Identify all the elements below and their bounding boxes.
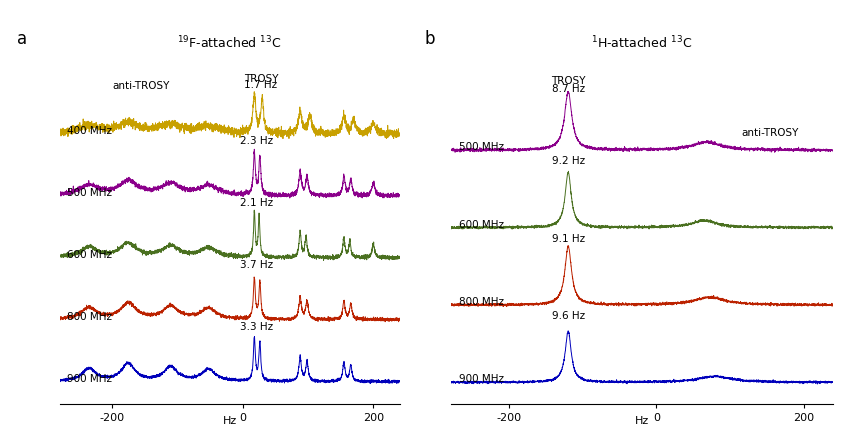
Text: 500 MHz: 500 MHz <box>67 188 112 198</box>
Text: 9.2 Hz: 9.2 Hz <box>552 157 585 166</box>
Text: 1.7 Hz: 1.7 Hz <box>244 80 277 90</box>
Text: 2.1 Hz: 2.1 Hz <box>241 198 274 208</box>
Text: a: a <box>17 30 27 48</box>
Text: 500 MHz: 500 MHz <box>459 142 504 152</box>
Text: Hz: Hz <box>223 416 236 426</box>
Text: anti-TROSY: anti-TROSY <box>112 81 170 91</box>
Text: Hz: Hz <box>635 416 649 426</box>
Text: 800 MHz: 800 MHz <box>67 312 112 322</box>
Text: 3.3 Hz: 3.3 Hz <box>241 322 274 332</box>
Text: 400 MHz: 400 MHz <box>67 126 112 136</box>
Text: 9.6 Hz: 9.6 Hz <box>552 311 585 321</box>
Text: 600 MHz: 600 MHz <box>459 220 504 230</box>
Text: $^{19}$F-attached $^{13}$C: $^{19}$F-attached $^{13}$C <box>177 35 282 52</box>
Text: 8.7 Hz: 8.7 Hz <box>552 84 585 94</box>
Text: 800 MHz: 800 MHz <box>459 297 504 307</box>
Text: TROSY: TROSY <box>244 74 278 84</box>
Text: anti-TROSY: anti-TROSY <box>742 128 799 138</box>
Text: b: b <box>425 30 435 48</box>
Text: 9.1 Hz: 9.1 Hz <box>552 234 585 244</box>
Text: 900 MHz: 900 MHz <box>459 375 504 384</box>
Text: TROSY: TROSY <box>551 76 586 86</box>
Text: $^{1}$H-attached $^{13}$C: $^{1}$H-attached $^{13}$C <box>591 35 693 52</box>
Text: 3.7 Hz: 3.7 Hz <box>241 260 274 270</box>
Text: 600 MHz: 600 MHz <box>67 250 112 260</box>
Text: 900 MHz: 900 MHz <box>67 374 112 384</box>
Text: 2.3 Hz: 2.3 Hz <box>241 136 274 146</box>
